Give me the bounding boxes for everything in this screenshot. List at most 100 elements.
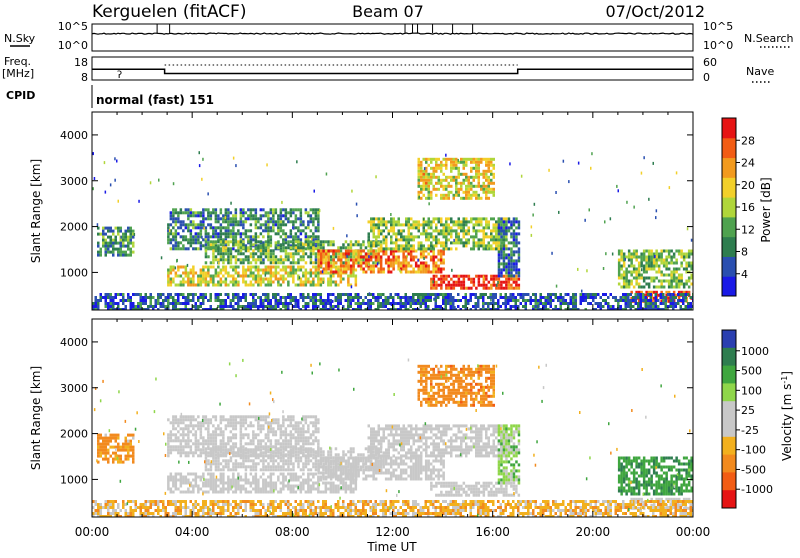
heatmap-cell	[207, 439, 210, 442]
heatmap-cell	[618, 253, 621, 256]
heatmap-cell	[175, 299, 178, 302]
heatmap-cell	[500, 235, 503, 238]
heatmap-cell	[130, 305, 133, 308]
heatmap-cell	[220, 302, 223, 305]
heatmap-cell	[485, 220, 488, 223]
heatmap-cell	[383, 235, 386, 238]
heatmap-cell	[370, 259, 373, 262]
heatmap-cell	[180, 275, 183, 278]
heatmap-cell	[362, 268, 365, 271]
heatmap-cell	[200, 232, 203, 235]
heatmap-cell	[195, 433, 198, 436]
heatmap-cell	[547, 302, 550, 305]
heatmap-cell	[508, 241, 511, 244]
heatmap-cell	[653, 262, 656, 265]
heatmap-cell	[312, 232, 315, 235]
heatmap-cell	[383, 220, 386, 223]
heatmap-cell	[493, 238, 496, 241]
heatmap-cell	[500, 229, 503, 232]
heatmap-cell	[177, 488, 180, 491]
heatmap-cell	[262, 485, 265, 488]
heatmap-cell	[290, 255, 293, 258]
heatmap-cell	[220, 299, 223, 302]
heatmap-cell	[390, 223, 393, 226]
heatmap-cell	[493, 223, 496, 226]
heatmap-cell	[372, 256, 375, 259]
heatmap-cell	[480, 241, 483, 244]
heatmap-cell	[510, 293, 513, 296]
scatter-point	[487, 247, 489, 250]
heatmap-cell	[340, 259, 343, 262]
heatmap-cell	[442, 253, 445, 256]
heatmap-cell	[220, 293, 223, 296]
heatmap-cell	[255, 488, 258, 491]
heatmap-cell	[510, 278, 512, 281]
heatmap-cell	[252, 255, 255, 258]
heatmap-cell	[420, 293, 423, 296]
heatmap-cell	[230, 220, 233, 223]
heatmap-cell	[675, 262, 678, 265]
heatmap-cell	[105, 245, 108, 248]
heatmap-cell	[222, 302, 225, 305]
heatmap-cell	[245, 275, 248, 278]
heatmap-cell	[312, 249, 315, 252]
heatmap-cell	[267, 246, 270, 249]
heatmap-cell	[422, 265, 425, 268]
heatmap-cell	[280, 296, 283, 299]
heatmap-cell	[647, 293, 650, 296]
heatmap-cell	[510, 223, 513, 226]
heatmap-cell	[510, 271, 513, 274]
heatmap-cell	[355, 293, 358, 296]
heatmap-cell	[482, 299, 485, 302]
heatmap-cell	[297, 476, 300, 479]
heatmap-cell	[255, 302, 258, 305]
heatmap-cell	[215, 299, 218, 302]
heatmap-cell	[360, 258, 363, 261]
heatmap-cell	[252, 243, 255, 246]
heatmap-cell	[312, 278, 315, 281]
heatmap-cell	[388, 232, 391, 235]
heatmap-cell	[272, 258, 275, 261]
heatmap-cell	[210, 485, 213, 488]
heatmap-cell	[665, 256, 668, 259]
heatmap-cell	[192, 266, 195, 269]
heatmap-cell	[430, 284, 433, 287]
heatmap-cell	[460, 284, 463, 287]
heatmap-cell	[197, 211, 200, 214]
frequency-panel-frame	[92, 57, 693, 80]
heatmap-cell	[330, 255, 333, 258]
heatmap-cell	[465, 232, 468, 235]
heatmap-cell	[350, 265, 353, 268]
heatmap-cell	[438, 188, 441, 191]
heatmap-cell	[485, 284, 488, 287]
heatmap-cell	[530, 296, 533, 299]
heatmap-cell	[423, 232, 426, 235]
heatmap-cell	[373, 226, 376, 229]
heatmap-cell	[215, 246, 218, 249]
heatmap-cell	[170, 272, 173, 275]
heatmap-cell	[397, 265, 400, 268]
heatmap-cell	[225, 229, 228, 232]
heatmap-cell	[297, 243, 300, 246]
heatmap-cell	[527, 293, 530, 296]
heatmap-cell	[290, 266, 293, 269]
heatmap-cell	[380, 217, 383, 220]
heatmap-cell	[332, 488, 335, 491]
heatmap-cell	[272, 272, 275, 275]
heatmap-cell	[455, 284, 458, 287]
heatmap-cell	[307, 220, 310, 223]
heatmap-cell	[192, 485, 195, 488]
heatmap-cell	[425, 197, 428, 200]
heatmap-cell	[317, 281, 320, 284]
heatmap-cell	[405, 302, 408, 305]
heatmap-cell	[360, 262, 363, 265]
heatmap-cell	[192, 275, 195, 278]
heatmap-cell	[187, 275, 190, 278]
heatmap-cell	[310, 269, 313, 272]
heatmap-cell	[200, 305, 203, 308]
heatmap-cell	[285, 238, 288, 241]
heatmap-cell	[483, 226, 486, 229]
heatmap-cell	[192, 211, 195, 214]
heatmap-cell	[225, 252, 228, 255]
heatmap-cell	[332, 305, 335, 308]
